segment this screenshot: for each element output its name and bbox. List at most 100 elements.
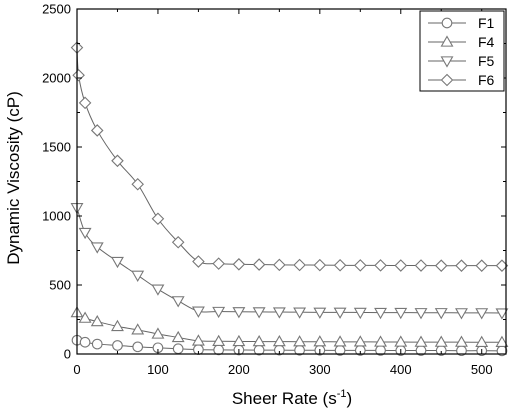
legend-label: F1 [478,15,495,31]
data-point [191,334,205,346]
data-point [131,270,145,282]
data-point [191,306,205,318]
data-point [78,227,92,240]
data-point [394,307,408,320]
data-point [252,307,266,319]
data-point [212,334,226,346]
y-tick-label: 1500 [42,140,71,155]
data-point [495,308,509,320]
data-point [354,259,367,272]
x-axis-label: Sheer Rate (s-1) [232,388,352,408]
data-point [213,344,225,356]
data-point [272,334,286,347]
data-point [353,335,367,347]
data-point [151,284,165,296]
legend-box [419,10,505,92]
axes: 0 100 200 300 400 500 0 500 1000 1500 2000 2500 [42,2,507,377]
x-tick-label: 500 [471,362,493,377]
data-point [132,341,144,353]
data-point [273,258,286,272]
data-point [394,335,408,347]
y-tick-label: 1000 [42,209,71,224]
data-point [171,235,185,249]
data-point [374,259,387,272]
x-tick-label: 200 [228,362,250,377]
data-point [414,259,428,272]
data-point [293,307,307,319]
x-tick-label: 100 [147,362,169,377]
data-point [72,68,85,82]
data-point [232,307,246,319]
data-point [414,335,428,347]
data-point [455,335,468,347]
data-point [151,212,165,226]
data-point [172,343,184,355]
data-point [272,307,286,319]
series-line [76,207,502,314]
data-point [374,307,387,320]
data-point [333,335,347,347]
x-tick-label: 300 [309,362,331,377]
data-point [414,308,428,320]
data-point [131,177,144,191]
y-tick-label: 2000 [42,71,71,86]
legend-marker [440,73,454,87]
data-point [111,256,124,269]
data-point [171,296,185,308]
x-tick-label: 0 [73,362,80,377]
data-point [111,319,124,332]
data-point [212,257,225,270]
data-point [313,307,327,319]
data-point [293,258,306,272]
data-point [475,335,489,347]
data-point [455,308,468,320]
legend-label: F4 [478,34,495,50]
data-point [455,259,468,272]
data-point [434,308,448,320]
data-point [252,258,266,271]
data-point [171,330,185,343]
data-point [151,327,165,339]
data-point [374,335,387,347]
series-f6 [70,41,509,272]
data-point [90,124,104,137]
data-point [91,338,103,350]
series-f4 [70,305,509,347]
data-point [313,335,327,347]
data-point [333,258,347,272]
data-point [112,340,123,351]
y-tick-label: 0 [64,347,71,362]
data-point [475,308,489,320]
data-point [434,259,448,272]
data-point [232,258,246,271]
data-point [192,255,205,268]
legend-marker [440,56,454,68]
data-point [232,334,246,347]
data-point [79,336,91,348]
y-axis-label: Dynamic Viscosity (cP) [4,91,23,265]
data-point [333,307,347,319]
data-point [78,311,92,323]
data-point [90,314,104,327]
series-f1 [71,334,508,357]
legend-label: F6 [478,72,495,88]
y-tick-label: 500 [49,278,71,293]
data-point [78,96,92,110]
legend-label: F5 [478,53,495,69]
data-point [111,154,124,168]
series-line [76,312,502,343]
legend-marker [440,35,454,47]
data-point [293,335,307,347]
data-point [475,259,488,272]
data-point [394,259,408,272]
data-point [495,335,509,347]
data-point [353,307,367,320]
y-tick-label: 2500 [42,2,71,17]
series-layer [70,41,509,357]
data-point [90,242,104,254]
data-point [252,334,266,347]
data-point [212,306,226,319]
data-point [131,323,145,335]
x-tick-label: 400 [390,362,412,377]
